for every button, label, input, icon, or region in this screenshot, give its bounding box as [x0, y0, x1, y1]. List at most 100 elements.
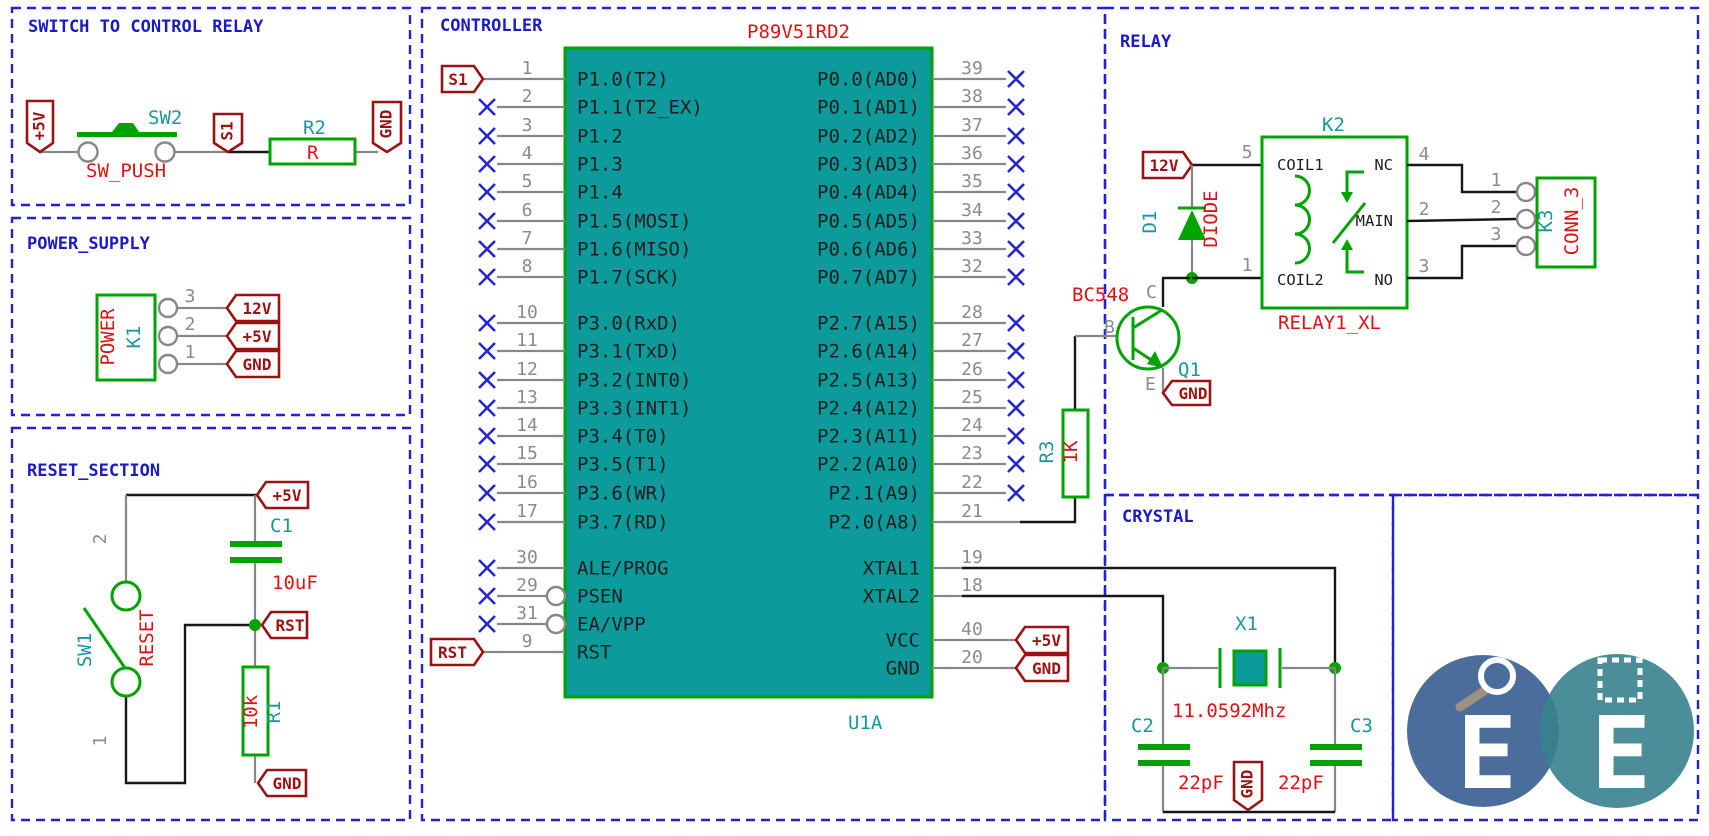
plus5v-power-flag-2: [225, 321, 281, 351]
pin-row-25: P2.4(A12) 25: [817, 387, 1025, 420]
switch-section-box: [10, 6, 412, 207]
c3-value: 22pF: [1278, 772, 1324, 794]
push-button-sw2: [77, 123, 177, 163]
sw1-pin1-number: 1: [90, 736, 111, 747]
k2-contact-symbol: [1331, 170, 1367, 274]
r1-reference: R1: [263, 701, 285, 724]
pin-name: P0.3(AD3): [817, 154, 920, 176]
pin-name: P3.1(TxD): [577, 341, 680, 363]
pin-number: 19: [961, 547, 983, 568]
pin-number: 32: [961, 256, 983, 277]
pin-row-29: PSEN 29: [478, 575, 623, 608]
pin-row-14: P3.4(T0) 14: [478, 415, 669, 448]
pin-row-37: P0.2(AD2) 37: [817, 115, 1025, 148]
no-connect-icon: [478, 98, 496, 116]
pin-name: P2.4(A12): [817, 398, 920, 420]
q1-base-label: B: [1104, 317, 1115, 338]
pin-number: 10: [516, 302, 538, 323]
no-connect-icon: [1007, 399, 1025, 417]
pin-name: P0.1(AD1): [817, 97, 920, 119]
pin-row-22: P2.1(A9) 22: [828, 472, 1025, 505]
no-connect-icon: [1007, 268, 1025, 286]
pin-name: P1.3: [577, 154, 623, 176]
pin-number: 18: [961, 575, 983, 596]
sw1-value: RESET: [136, 609, 158, 666]
k2-pin1-number: 1: [1242, 255, 1253, 276]
inversion-bubble: [545, 585, 567, 607]
k2-no-pin-label: NO: [1374, 271, 1393, 289]
pin-name: P0.2(AD2): [817, 126, 920, 148]
no-connect-icon: [478, 484, 496, 502]
logo-right-letter: E: [1591, 695, 1651, 812]
pin-row-35: P0.4(AD4) 35: [817, 171, 1025, 204]
pin-row-20: GND 20 GND: [886, 647, 1070, 683]
pin-name: P1.6(MISO): [577, 239, 691, 261]
d1-value: DIODE: [1200, 190, 1222, 247]
k3-pin3-number: 3: [1491, 224, 1502, 245]
r2-reference: R2: [303, 117, 326, 139]
net-flag-label: +5V: [1032, 631, 1061, 650]
no-connect-icon: [1007, 314, 1025, 332]
logo-left-letter: E: [1457, 695, 1517, 812]
no-connect-icon: [1007, 427, 1025, 445]
no-connect-icon: [478, 127, 496, 145]
transistor-q1: [1115, 305, 1181, 371]
sw1-lever: [82, 607, 127, 669]
pin-row-39: P0.0(AD0) 39: [817, 58, 1025, 91]
pin-row-7: P1.6(MISO) 7: [478, 228, 691, 261]
pin-number: 9: [522, 631, 533, 652]
pin-number: 33: [961, 228, 983, 249]
k2-pin5-number: 5: [1242, 142, 1253, 163]
logo-right-circle: [1540, 654, 1694, 808]
k1-value: POWER: [97, 308, 119, 366]
relay-circuit: 12V D1 DIODE 5 1 K2 COIL1 COIL2 NC MAIN …: [1072, 114, 1597, 407]
brand-logo: E E: [1407, 654, 1694, 812]
pin-row-16: P3.6(WR) 16: [478, 472, 669, 505]
mcu-reference: U1A: [848, 712, 883, 734]
pin-name: RST: [577, 642, 611, 664]
c1-plate-top: [230, 541, 282, 547]
pin-row-4: P1.3 4: [478, 143, 623, 176]
pin-row-32: P0.7(AD7) 32: [817, 256, 1025, 289]
pin-name: P0.6(AD6): [817, 239, 920, 261]
pin-name: P3.7(RD): [577, 512, 669, 534]
pin-name: P0.5(AD5): [817, 211, 920, 233]
k1-reference: K1: [123, 326, 145, 349]
pin-name: P3.2(INT0): [577, 370, 691, 392]
pin-name: P1.7(SCK): [577, 267, 680, 289]
k3-pin3-pad: [1515, 235, 1537, 257]
gnd-power-flag-2: [225, 349, 281, 379]
net-flag-label: RST: [438, 643, 467, 662]
k1-pin1-number: 1: [185, 342, 196, 363]
pin-row-34: P0.5(AD5) 34: [817, 200, 1025, 233]
resistor-r2: [268, 137, 357, 166]
k3-pin1-number: 1: [1491, 170, 1502, 191]
reset-section-box: [10, 426, 412, 822]
no-connect-icon: [1007, 155, 1025, 173]
no-connect-icon: [478, 399, 496, 417]
pin-row-3: P1.2 3: [478, 115, 623, 148]
pin-row-8: P1.7(SCK) 8: [478, 256, 680, 289]
q1-emitter-label: E: [1145, 374, 1156, 395]
pin-number: 5: [522, 171, 533, 192]
pin-number: 28: [961, 302, 983, 323]
q1-collector-label: C: [1146, 282, 1157, 303]
pin-number: 17: [516, 501, 538, 522]
rst-junction-dot: [249, 619, 261, 631]
pin-name: P2.5(A13): [817, 370, 920, 392]
pin-name: VCC: [886, 630, 920, 652]
relay-section-title: RELAY: [1120, 32, 1172, 52]
pin-row-5: P1.4 5: [478, 171, 623, 204]
gnd-flag-label-2: GND: [243, 355, 272, 374]
q1-gnd-flag: [1161, 379, 1212, 407]
pin-row-2: P1.1(T2_EX) 2: [478, 86, 703, 119]
mcu-left-pins: P1.0(T2)1S1P1.1(T2_EX)2P1.23P1.34P1.45P1…: [429, 58, 703, 667]
pin-row-33: P0.6(AD6) 33: [817, 228, 1025, 261]
k3-pin2-number: 2: [1491, 197, 1502, 218]
main-to-k3-wire: [1406, 217, 1518, 223]
no-connect-icon: [478, 427, 496, 445]
sw1-contact-bottom: [110, 666, 142, 698]
c3-plate-top: [1310, 744, 1362, 750]
